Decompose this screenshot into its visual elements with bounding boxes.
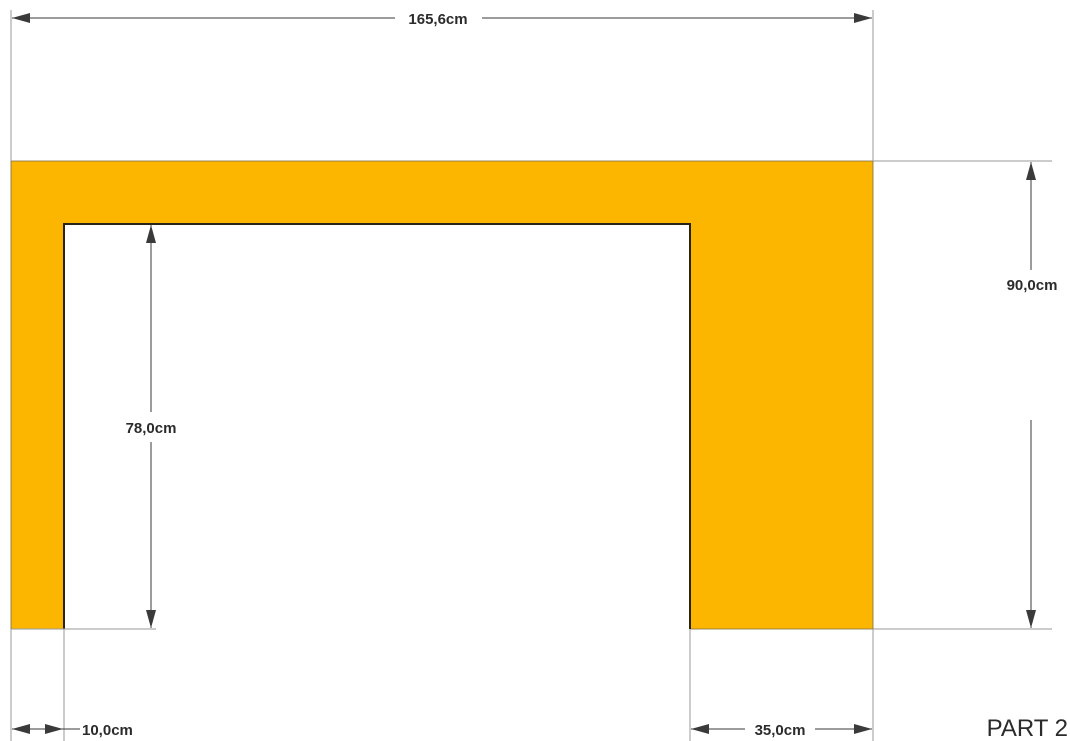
width-arrow-left xyxy=(12,13,30,23)
inner-cut-edge xyxy=(63,223,691,629)
inner-height-label: 78,0cm xyxy=(126,420,177,437)
overall-height-label: 90,0cm xyxy=(1007,277,1058,294)
left-leg-arrow-left xyxy=(12,724,30,734)
panel-shape xyxy=(10,160,874,630)
left-leg-arrow-right xyxy=(45,724,63,734)
part-label: PART 2 xyxy=(987,715,1068,741)
overall-width-label: 165,6cm xyxy=(408,11,467,28)
inner-height-arrow-bottom xyxy=(146,610,156,628)
width-arrow-right xyxy=(854,13,872,23)
right-leg-arrow-right xyxy=(854,724,872,734)
right-leg-arrow-left xyxy=(691,724,709,734)
height-arrow-bottom xyxy=(1026,610,1036,628)
inner-height-arrow-top xyxy=(146,225,156,243)
left-leg-width-label: 10,0cm xyxy=(82,722,133,739)
right-leg-width-label: 35,0cm xyxy=(755,722,806,739)
height-arrow-top xyxy=(1026,162,1036,180)
